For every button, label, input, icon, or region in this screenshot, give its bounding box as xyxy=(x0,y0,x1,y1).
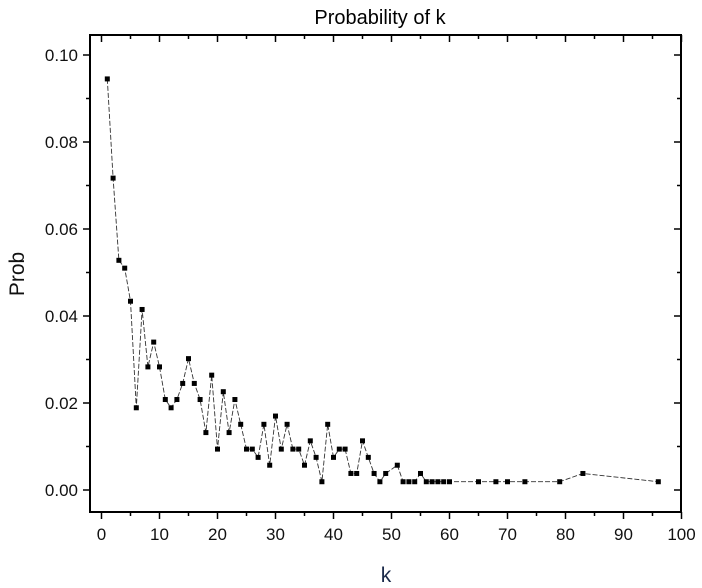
y-tick-label: 0.06 xyxy=(45,220,78,239)
data-point-marker xyxy=(128,298,133,304)
data-point-marker xyxy=(365,454,371,460)
data-point-marker xyxy=(435,479,441,485)
x-tick-label: 60 xyxy=(440,525,459,544)
data-point-marker xyxy=(133,405,139,411)
data-point-marker xyxy=(238,421,244,427)
y-axis: 0.00 0.02 0.04 0.06 0.08 0.10 xyxy=(45,46,681,500)
data-point-marker xyxy=(505,479,510,485)
x-tick-label: 50 xyxy=(382,525,401,544)
x-tick-label: 90 xyxy=(614,525,633,544)
data-point-marker xyxy=(122,265,128,271)
data-point-marker xyxy=(284,421,290,427)
plot-frame xyxy=(89,34,682,513)
data-point-marker xyxy=(331,454,336,460)
data-point-marker xyxy=(232,397,238,403)
data-point-marker xyxy=(371,470,377,476)
x-tick-label: 0 xyxy=(97,525,106,544)
y-tick-label: 0.02 xyxy=(45,394,78,413)
y-tick-label: 0.10 xyxy=(45,46,78,65)
data-point-marker xyxy=(313,454,319,460)
y-tick-label: 0.04 xyxy=(45,307,78,326)
data-point-marker xyxy=(522,479,528,485)
y-axis-label: Prob xyxy=(6,252,29,296)
x-tick-label: 100 xyxy=(667,525,695,544)
data-point-marker xyxy=(580,470,586,476)
data-point-marker xyxy=(441,479,447,485)
data-point-marker xyxy=(249,446,255,452)
data-point-marker xyxy=(180,380,186,386)
data-point-marker xyxy=(220,389,226,395)
data-point-marker xyxy=(302,462,307,468)
data-series xyxy=(104,76,661,485)
data-point-marker xyxy=(348,470,354,476)
data-point-marker xyxy=(104,76,110,82)
series-line xyxy=(106,78,659,483)
data-point-marker xyxy=(197,397,203,403)
data-point-marker xyxy=(157,364,162,370)
chart-title: Probability of k xyxy=(314,7,446,29)
x-tick-label: 30 xyxy=(266,525,285,544)
data-point-marker xyxy=(325,421,331,427)
data-point-marker xyxy=(412,479,418,485)
x-axis: 0 10 20 30 40 50 60 70 80 90 100 xyxy=(97,35,696,544)
data-point-marker xyxy=(336,446,342,452)
data-point-marker xyxy=(110,175,116,181)
y-tick-label: 0.08 xyxy=(45,133,78,152)
data-point-marker xyxy=(557,479,563,485)
data-point-marker xyxy=(418,470,423,476)
x-tick-label: 40 xyxy=(324,525,343,544)
x-tick-label: 20 xyxy=(208,525,227,544)
data-point-marker xyxy=(209,372,215,378)
data-point-marker xyxy=(423,479,429,485)
data-point-marker xyxy=(191,380,197,386)
data-point-marker xyxy=(273,413,278,419)
x-tick-label: 10 xyxy=(150,525,169,544)
data-point-marker xyxy=(174,397,180,403)
data-point-marker xyxy=(447,479,452,485)
data-point-marker xyxy=(215,446,220,452)
data-point-marker xyxy=(139,306,145,312)
data-point-marker xyxy=(290,446,296,452)
plot-area-border xyxy=(89,34,682,513)
data-point-marker xyxy=(145,364,151,370)
x-tick-label: 70 xyxy=(498,525,517,544)
data-point-marker xyxy=(400,479,406,485)
data-point-marker xyxy=(116,257,122,263)
data-point-marker xyxy=(203,430,209,436)
data-point-marker xyxy=(307,438,313,444)
data-point-marker xyxy=(267,462,273,468)
data-point-marker xyxy=(255,454,261,460)
data-point-marker xyxy=(394,462,400,468)
data-point-marker xyxy=(244,446,249,452)
data-point-marker xyxy=(226,430,232,436)
data-point-marker xyxy=(162,397,168,403)
data-point-marker xyxy=(655,479,661,485)
data-point-marker xyxy=(429,479,435,485)
y-tick-label: 0.00 xyxy=(45,481,78,500)
data-point-marker xyxy=(493,479,499,485)
data-point-marker xyxy=(360,438,365,444)
data-point-marker xyxy=(354,470,360,476)
data-point-marker xyxy=(151,339,157,345)
data-point-marker xyxy=(278,446,284,452)
data-point-marker xyxy=(261,421,267,427)
data-point-marker xyxy=(406,479,412,485)
data-point-marker xyxy=(377,479,383,485)
data-point-marker xyxy=(383,470,389,476)
data-point-marker xyxy=(319,479,325,485)
data-point-marker xyxy=(342,446,348,452)
data-point-marker xyxy=(168,405,174,411)
x-axis-label: k xyxy=(381,564,392,587)
data-point-marker xyxy=(186,356,191,362)
x-tick-label: 80 xyxy=(556,525,575,544)
data-point-marker xyxy=(476,479,481,485)
data-point-marker xyxy=(296,446,302,452)
